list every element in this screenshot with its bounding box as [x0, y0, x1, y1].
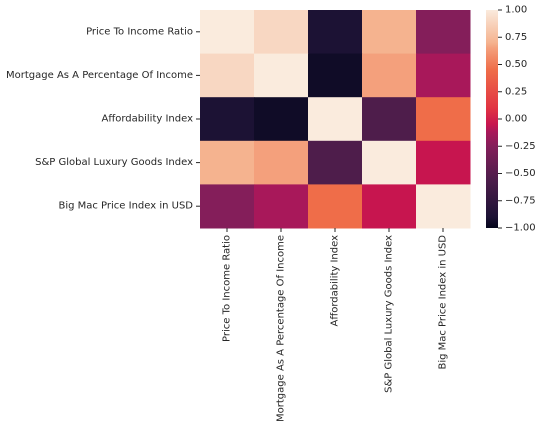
heatmap-cell	[200, 184, 255, 229]
colorbar-tick-label: 0.25	[505, 86, 527, 97]
column-label: Price To Income Ratio	[222, 235, 233, 342]
colorbar-tick-label: −0.25	[505, 141, 536, 152]
heatmap-cell	[308, 53, 363, 98]
heatmap-cell	[362, 53, 417, 98]
heatmap-cell	[254, 140, 309, 185]
heatmap-cells	[200, 10, 471, 229]
heatmap-cell	[416, 53, 471, 98]
heatmap-cell	[362, 184, 417, 229]
column-label: Big Mac Price Index in USD	[438, 235, 449, 370]
column-labels: Price To Income Ratio Mortgage As A Perce…	[222, 228, 449, 422]
colorbar-tick-label: 0.75	[505, 32, 527, 43]
heatmap-cell	[308, 184, 363, 229]
heatmap-cell	[416, 140, 471, 185]
heatmap-cell	[254, 97, 309, 142]
colorbar-tick-label: −0.75	[505, 195, 536, 206]
colorbar-tick-label: −1.00	[505, 223, 536, 234]
heatmap-cell	[416, 184, 471, 229]
heatmap-cell	[200, 97, 255, 142]
heatmap-cell	[362, 97, 417, 142]
colorbar-tick-label: 0.50	[505, 59, 527, 70]
heatmap-cell	[308, 140, 363, 185]
colorbar-tick-label: 0.00	[505, 114, 527, 125]
row-label: Affordability Index	[102, 114, 194, 125]
colorbar-ticks: 1.00 0.75 0.50 0.25 0.00 −0.25 −0.50 −0.75 −1.00	[498, 5, 536, 234]
row-label: S&P Global Luxury Goods Index	[35, 157, 193, 168]
row-label: Mortgage As A Percentage Of Income	[6, 70, 193, 81]
heatmap-cell	[200, 53, 255, 98]
heatmap-cell	[362, 10, 417, 55]
column-label: Affordability Index	[330, 235, 341, 327]
row-label: Price To Income Ratio	[86, 26, 193, 37]
heatmap-cell	[200, 10, 255, 55]
colorbar	[486, 10, 498, 228]
heatmap-cell	[308, 10, 363, 55]
heatmap-cell	[254, 53, 309, 98]
heatmap-cell	[254, 184, 309, 229]
colorbar-tick-label: 1.00	[505, 5, 527, 16]
heatmap-cell	[416, 10, 471, 55]
column-label: Mortgage As A Percentage Of Income	[276, 235, 287, 422]
heatmap-cell	[308, 97, 363, 142]
heatmap-cell	[362, 140, 417, 185]
heatmap-cell	[416, 97, 471, 142]
heatmap-cell	[200, 140, 255, 185]
row-labels: Price To Income Ratio Mortgage As A Perce…	[6, 26, 200, 212]
row-label: Big Mac Price Index in USD	[58, 201, 193, 212]
heatmap-cell	[254, 10, 309, 55]
colorbar-tick-label: −0.50	[505, 168, 536, 179]
column-label: S&P Global Luxury Goods Index	[384, 235, 395, 393]
